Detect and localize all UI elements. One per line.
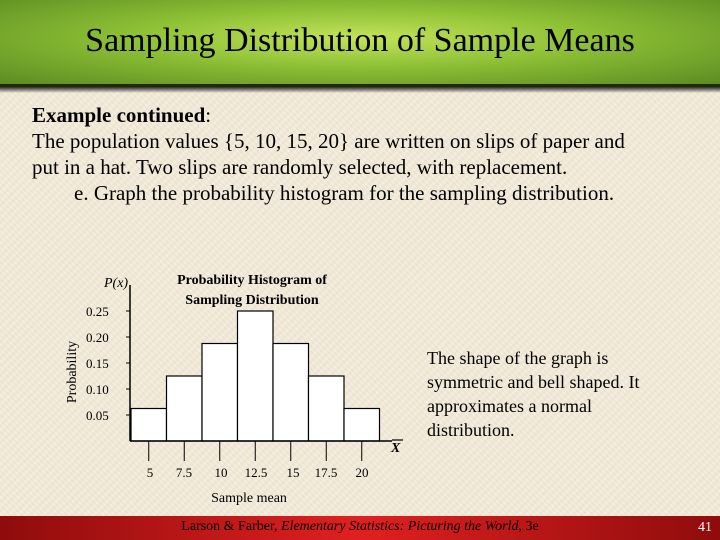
histogram-bar: [236, 310, 274, 442]
example-line-3: e. Graph the probability histogram for t…: [74, 181, 615, 205]
histogram-bar: [201, 342, 239, 442]
y-axis-label: Probability: [65, 341, 80, 403]
title-banner: Sampling Distribution of Sample Means: [0, 0, 720, 87]
example-text: Example continued: The population values…: [32, 102, 692, 206]
y-axis-symbol: P(x): [103, 276, 128, 291]
x-tick-label: 10: [215, 465, 228, 480]
x-tick-label: 7.5: [176, 465, 192, 480]
histogram-bar: [307, 375, 345, 442]
footer-citation: Larson & Farber, Elementary Statistics: …: [0, 519, 720, 535]
footer-book: Elementary Statistics: Picturing the Wor…: [281, 519, 519, 534]
y-tick-label: 0.20: [86, 330, 109, 345]
example-lead-colon: :: [205, 103, 212, 127]
x-axis-label: Sample mean: [211, 491, 287, 506]
y-tick-label: 0.15: [86, 356, 109, 371]
y-tick-label: 0.10: [86, 382, 109, 397]
x-tick-label: 12.5: [245, 465, 268, 480]
footer-bar: Larson & Farber, Elementary Statistics: …: [0, 516, 720, 540]
histogram-bar: [130, 407, 168, 442]
y-tick-label: 0.05: [86, 408, 109, 423]
x-tick-label: 15: [287, 465, 300, 480]
histogram-bar: [343, 407, 381, 442]
shape-note: The shape of the graph is symmetric and …: [427, 348, 640, 440]
footer-edition: , 3e: [518, 519, 539, 534]
histogram-bar: [272, 342, 310, 442]
example-line-2: put in a hat. Two slips are randomly sel…: [32, 155, 568, 179]
chart-title-line: Sampling Distribution: [185, 293, 319, 308]
example-line-1: The population values {5, 10, 15, 20} ar…: [32, 129, 625, 153]
example-lead: Example continued: [32, 103, 206, 127]
title-banner-shadow: [0, 87, 720, 93]
x-tick-label: 5: [147, 465, 154, 480]
page-number: 41: [698, 520, 712, 535]
slide-title: Sampling Distribution of Sample Means: [85, 22, 635, 59]
histogram-bar: [165, 375, 203, 442]
x-axis-symbol: X: [390, 441, 401, 456]
x-tick-label: 20: [356, 465, 369, 480]
x-tick-label: 17.5: [315, 465, 338, 480]
chart-title-line: Probability Histogram of: [177, 273, 327, 288]
y-tick-label: 0.25: [86, 304, 109, 319]
footer-author: Larson & Farber,: [181, 519, 282, 534]
